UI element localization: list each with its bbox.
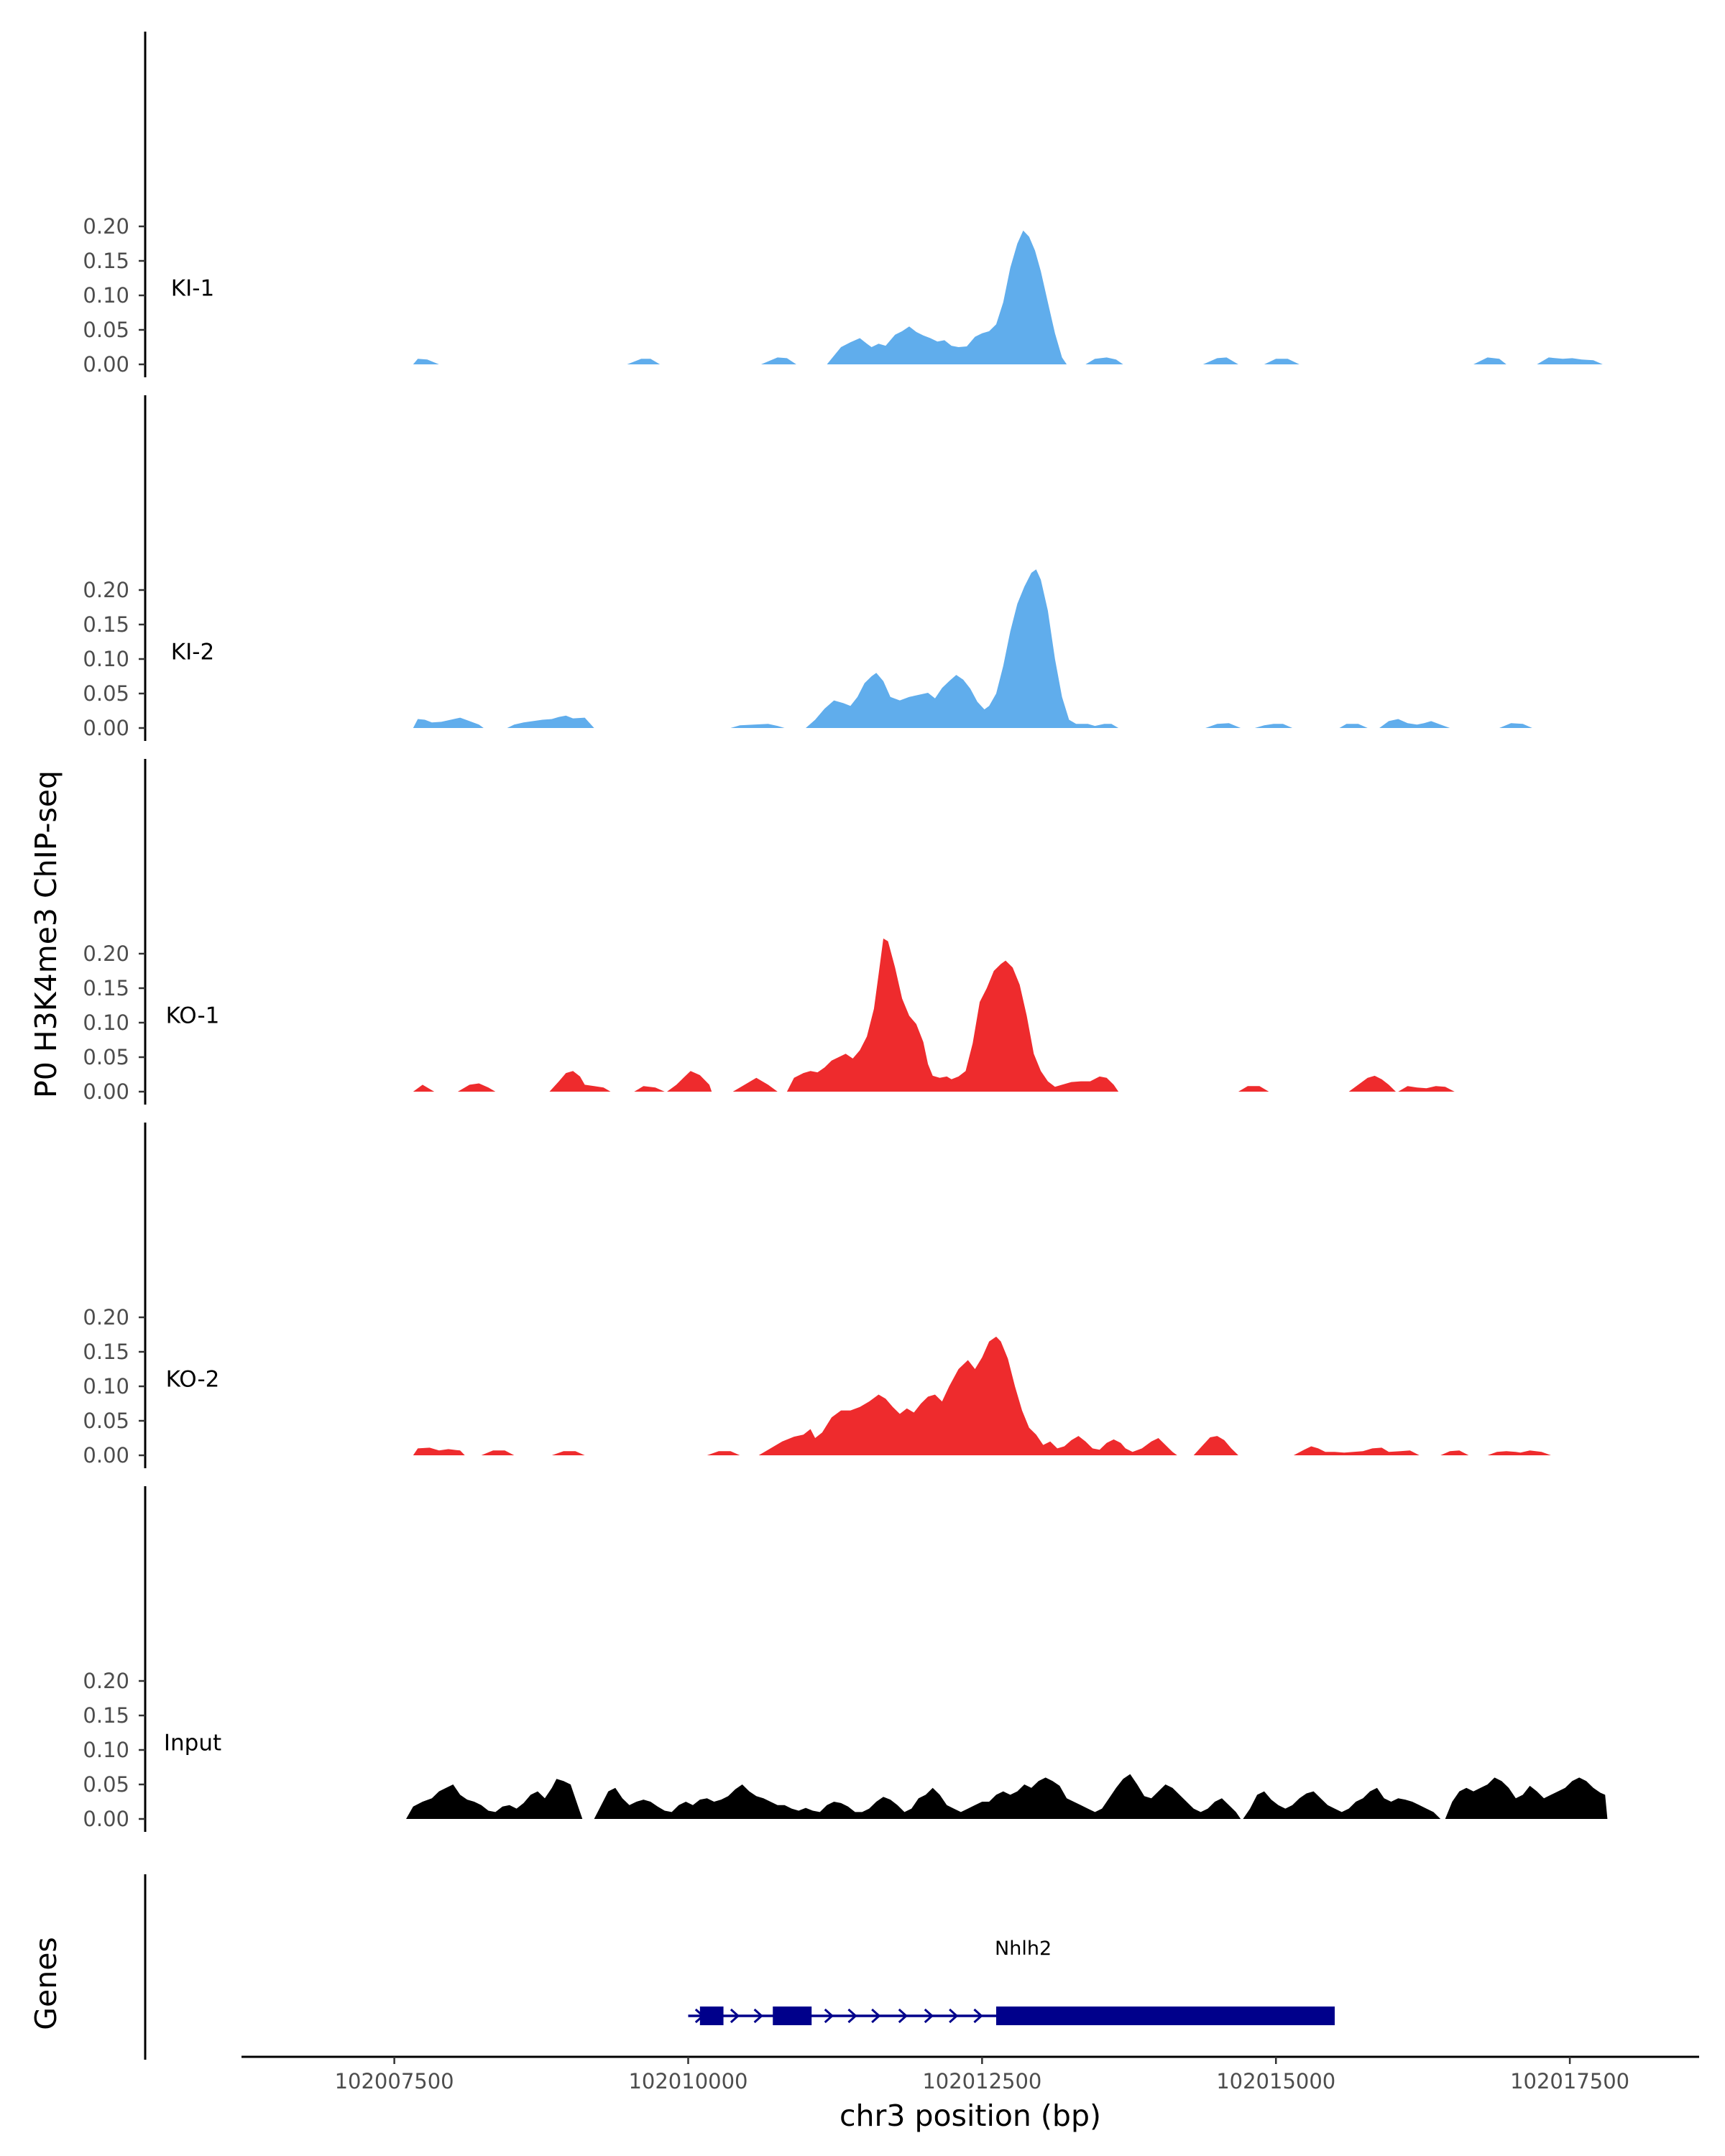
signal-peak [549,1071,611,1092]
strand-arrow [924,2008,934,2024]
y-tick-label: 0.00 [83,1079,129,1104]
y-tick-label: 0.00 [83,1807,129,1831]
signal-peak [730,724,785,728]
signal-peak [1293,1446,1420,1455]
strand-arrow [949,2008,959,2024]
y-tick-label: 0.20 [83,578,129,602]
y-tick-label: 0.20 [83,1305,129,1330]
genes-axis-title: Genes [29,1937,63,2030]
y-tick-label: 0.20 [83,1669,129,1693]
strand-arrow [871,2008,881,2024]
track-input: 0.00 0.05 0.10 0.15 0.20 Input [83,1486,1608,1832]
strand-arrow [973,2008,983,2024]
gene-exon [699,2007,724,2025]
signal-peak [707,1451,740,1455]
x-tick-label: 102007500 [335,2069,454,2093]
strand-arrow [898,2008,908,2024]
signal-peak [1440,1450,1469,1455]
signal-peak [1254,724,1293,728]
x-axis: 102007500 102010000 102012500 102015000 1020… [242,2055,1699,2093]
y-tick-label: 0.15 [83,1340,129,1364]
y-tick-label: 0.05 [83,1045,129,1069]
track-label: Input [164,1730,221,1756]
signal-peak [406,1779,583,1819]
signal-peak [1202,357,1238,364]
gene-name-label: Nhlh2 [995,1938,1052,1960]
y-tick-label: 0.10 [83,1374,129,1399]
y-tick-label: 0.15 [83,612,129,637]
y-tick-label: 0.15 [83,976,129,1000]
y-tick-label: 0.10 [83,647,129,671]
tracks-group: 0.00 0.05 0.10 0.15 0.20 KI-1 0.00 0.05 0.10 0.15… [83,32,1608,1832]
gene-exon [995,2007,1335,2025]
signal-peak [413,1084,435,1092]
signal-peak [806,569,1119,728]
signal-peak [413,359,439,364]
y-tick-label: 0.15 [83,249,129,273]
y-axis-title: P0 H3K4me3 ChIP-seq [29,770,63,1098]
strand-arrow [824,2008,834,2024]
signal-peak [1339,724,1368,728]
x-axis-title: chr3 position (bp) [840,2099,1101,2133]
signal-peak [1499,723,1532,728]
strand-arrow [730,2008,740,2024]
signal-peak [1238,1086,1269,1092]
signal-peak [1205,723,1241,728]
signal-peak [551,1451,585,1455]
track-label: KI-1 [171,275,214,301]
y-tick-label: 0.20 [83,941,129,966]
x-tick-label: 102012500 [922,2069,1041,2093]
signal-peak [1537,357,1603,364]
x-tick-label: 102017500 [1510,2069,1629,2093]
signal-peak [457,1083,496,1092]
signal-peak [758,1336,1238,1455]
track-label: KI-2 [171,639,214,665]
signal-peak [1398,1086,1455,1092]
y-tick-label: 0.05 [83,1772,129,1797]
track-ki-2: 0.00 0.05 0.10 0.15 0.20 KI-2 [83,395,1532,741]
signal-peak [413,1447,465,1455]
strand-arrow [847,2008,857,2024]
signal-peak [1379,719,1450,728]
y-tick-label: 0.20 [83,214,129,239]
genes-panel: Nhlh2 [144,1874,1335,2060]
signal-peak [1264,359,1300,364]
signal-peak [413,717,484,728]
y-tick-label: 0.10 [83,283,129,308]
track-ki-1: 0.00 0.05 0.10 0.15 0.20 KI-1 [83,32,1603,377]
y-tick-label: 0.15 [83,1703,129,1728]
signal-peak [1348,1075,1396,1092]
signal-peak [1473,357,1506,364]
track-label: KO-2 [166,1366,220,1392]
signal-peak [481,1450,515,1455]
signal-peak [507,715,594,728]
gene-exon [773,2007,812,2025]
y-tick-label: 0.00 [83,716,129,740]
signal-peak [594,1774,1241,1819]
signal-peak [627,359,661,364]
y-tick-label: 0.00 [83,352,129,377]
y-tick-label: 0.05 [83,318,129,342]
signal-peak [1085,357,1123,364]
track-ko-2: 0.00 0.05 0.10 0.15 0.20 KO-2 [83,1123,1551,1468]
strand-arrow [753,2008,763,2024]
signal-peak [1243,1777,1608,1819]
y-tick-label: 0.00 [83,1443,129,1468]
signal-peak [732,1077,778,1092]
y-tick-label: 0.05 [83,1409,129,1433]
signal-peak [667,1071,712,1092]
signal-peak [634,1086,665,1092]
y-tick-label: 0.05 [83,681,129,706]
y-tick-label: 0.10 [83,1738,129,1762]
y-tick-label: 0.10 [83,1010,129,1035]
x-tick-label: 102015000 [1216,2069,1335,2093]
x-tick-label: 102010000 [628,2069,748,2093]
track-label: KO-1 [166,1003,220,1028]
track-ko-1: 0.00 0.05 0.10 0.15 0.20 KO-1 [83,759,1455,1105]
signal-peak [786,938,1119,1092]
signal-peak [1487,1450,1551,1455]
signal-peak [760,357,796,364]
signal-peak [827,230,1067,364]
